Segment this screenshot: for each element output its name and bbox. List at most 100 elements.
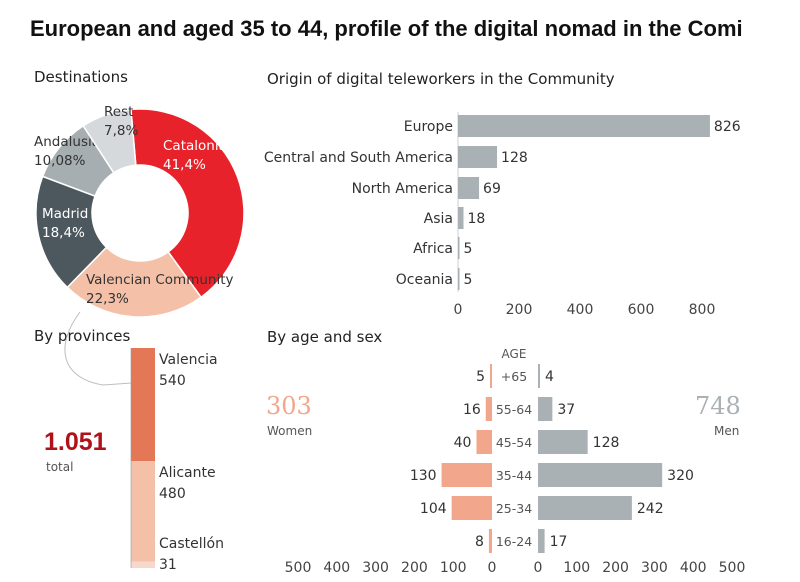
province-name-label: Castellón bbox=[159, 536, 224, 552]
men-bar bbox=[538, 496, 632, 520]
age-sex-chart-title: By age and sex bbox=[267, 328, 383, 346]
province-value-label: 540 bbox=[159, 373, 186, 389]
province-name-label: Alicante bbox=[159, 465, 216, 481]
men-total: 748 bbox=[695, 392, 741, 420]
women-value-label: 40 bbox=[454, 435, 472, 451]
men-bar bbox=[538, 364, 540, 388]
women-bar bbox=[441, 463, 492, 487]
origin-bar bbox=[458, 268, 460, 290]
men-label: Men bbox=[714, 424, 740, 438]
women-value-label: 130 bbox=[410, 468, 437, 484]
women-x-tick: 400 bbox=[323, 560, 350, 576]
origin-value-label: 69 bbox=[483, 181, 501, 197]
province-value-label: 31 bbox=[159, 557, 177, 573]
slice-value-label: 10,08% bbox=[34, 153, 86, 169]
men-bar bbox=[538, 463, 663, 487]
women-total: 303 bbox=[266, 392, 312, 420]
men-x-tick: 0 bbox=[534, 560, 543, 576]
origin-category-label: Europe bbox=[404, 119, 453, 135]
women-value-label: 8 bbox=[475, 534, 484, 550]
province-bar-segment bbox=[131, 348, 155, 462]
women-bar bbox=[488, 529, 492, 553]
origin-category-label: Asia bbox=[424, 211, 453, 227]
age-axis-title: AGE bbox=[502, 347, 527, 361]
donut-slice bbox=[130, 108, 245, 299]
origin-x-tick: 400 bbox=[567, 302, 594, 318]
men-value-label: 37 bbox=[557, 402, 575, 418]
women-bar bbox=[476, 430, 492, 454]
origin-x-tick: 800 bbox=[689, 302, 716, 318]
age-category-label: 35-44 bbox=[496, 468, 532, 483]
origin-category-label: Central and South America bbox=[264, 150, 453, 166]
origin-x-tick: 600 bbox=[628, 302, 655, 318]
women-bar bbox=[485, 397, 492, 421]
women-x-tick: 100 bbox=[440, 560, 467, 576]
slice-name-label: Rest bbox=[104, 104, 133, 120]
origin-category-label: North America bbox=[352, 181, 453, 197]
donut-slice bbox=[35, 175, 108, 289]
slice-name-label: Madrid bbox=[42, 206, 88, 222]
slice-name-label: Valencian Community bbox=[86, 272, 234, 288]
page-title: European and aged 35 to 44, profile of t… bbox=[30, 16, 743, 41]
province-value-label: 480 bbox=[159, 486, 186, 502]
men-value-label: 17 bbox=[550, 534, 568, 550]
age-category-label: +65 bbox=[501, 369, 527, 384]
age-category-label: 16-24 bbox=[496, 534, 532, 549]
men-x-tick: 200 bbox=[602, 560, 629, 576]
origin-bar bbox=[458, 146, 498, 168]
origin-x-tick: 200 bbox=[506, 302, 533, 318]
origin-value-label: 18 bbox=[467, 211, 485, 227]
origin-bar bbox=[458, 115, 710, 137]
origin-value-label: 5 bbox=[464, 241, 473, 257]
origin-x-tick: 0 bbox=[454, 302, 463, 318]
men-value-label: 128 bbox=[593, 435, 620, 451]
origin-value-label: 128 bbox=[501, 150, 528, 166]
slice-value-label: 18,4% bbox=[42, 225, 85, 241]
women-x-tick: 300 bbox=[362, 560, 389, 576]
women-x-tick: 200 bbox=[401, 560, 428, 576]
origin-chart-title: Origin of digital teleworkers in the Com… bbox=[267, 70, 615, 88]
men-value-label: 242 bbox=[637, 501, 664, 517]
men-value-label: 320 bbox=[667, 468, 694, 484]
men-bar bbox=[538, 430, 588, 454]
women-x-tick: 0 bbox=[488, 560, 497, 576]
connector-line bbox=[64, 311, 132, 386]
province-bar-segment bbox=[131, 461, 155, 562]
origin-value-label: 5 bbox=[464, 272, 473, 288]
origin-category-label: Oceania bbox=[396, 272, 453, 288]
donut-slice bbox=[82, 108, 137, 174]
women-x-tick: 500 bbox=[285, 560, 312, 576]
origin-category-label: Africa bbox=[413, 241, 453, 257]
men-x-tick: 400 bbox=[680, 560, 707, 576]
origin-bar bbox=[458, 237, 460, 259]
total-value: 1.051 bbox=[44, 428, 107, 456]
origin-bar bbox=[458, 177, 480, 199]
origin-bar bbox=[458, 207, 464, 229]
women-bar bbox=[451, 496, 492, 520]
women-value-label: 16 bbox=[463, 402, 481, 418]
slice-name-label: Catalonia bbox=[163, 138, 227, 154]
province-name-label: Valencia bbox=[159, 352, 218, 368]
age-category-label: 45-54 bbox=[496, 435, 532, 450]
destinations-heading: Destinations bbox=[34, 68, 128, 86]
women-value-label: 5 bbox=[476, 369, 485, 385]
total-label: total bbox=[46, 460, 74, 474]
women-value-label: 104 bbox=[420, 501, 447, 517]
province-bar-segment bbox=[131, 561, 155, 568]
slice-value-label: 41,4% bbox=[163, 157, 206, 173]
age-category-label: 25-34 bbox=[496, 501, 532, 516]
women-bar bbox=[490, 364, 492, 388]
men-bar bbox=[538, 529, 545, 553]
age-category-label: 55-64 bbox=[496, 402, 532, 417]
men-bar bbox=[538, 397, 553, 421]
men-x-tick: 100 bbox=[563, 560, 590, 576]
slice-value-label: 7,8% bbox=[104, 123, 138, 139]
donut-slice bbox=[66, 246, 203, 318]
origin-value-label: 826 bbox=[714, 119, 741, 135]
slice-value-label: 22,3% bbox=[86, 291, 129, 307]
slice-name-label: Andalusia bbox=[34, 134, 100, 150]
men-value-label: 4 bbox=[545, 369, 554, 385]
provinces-heading: By provinces bbox=[34, 327, 131, 345]
